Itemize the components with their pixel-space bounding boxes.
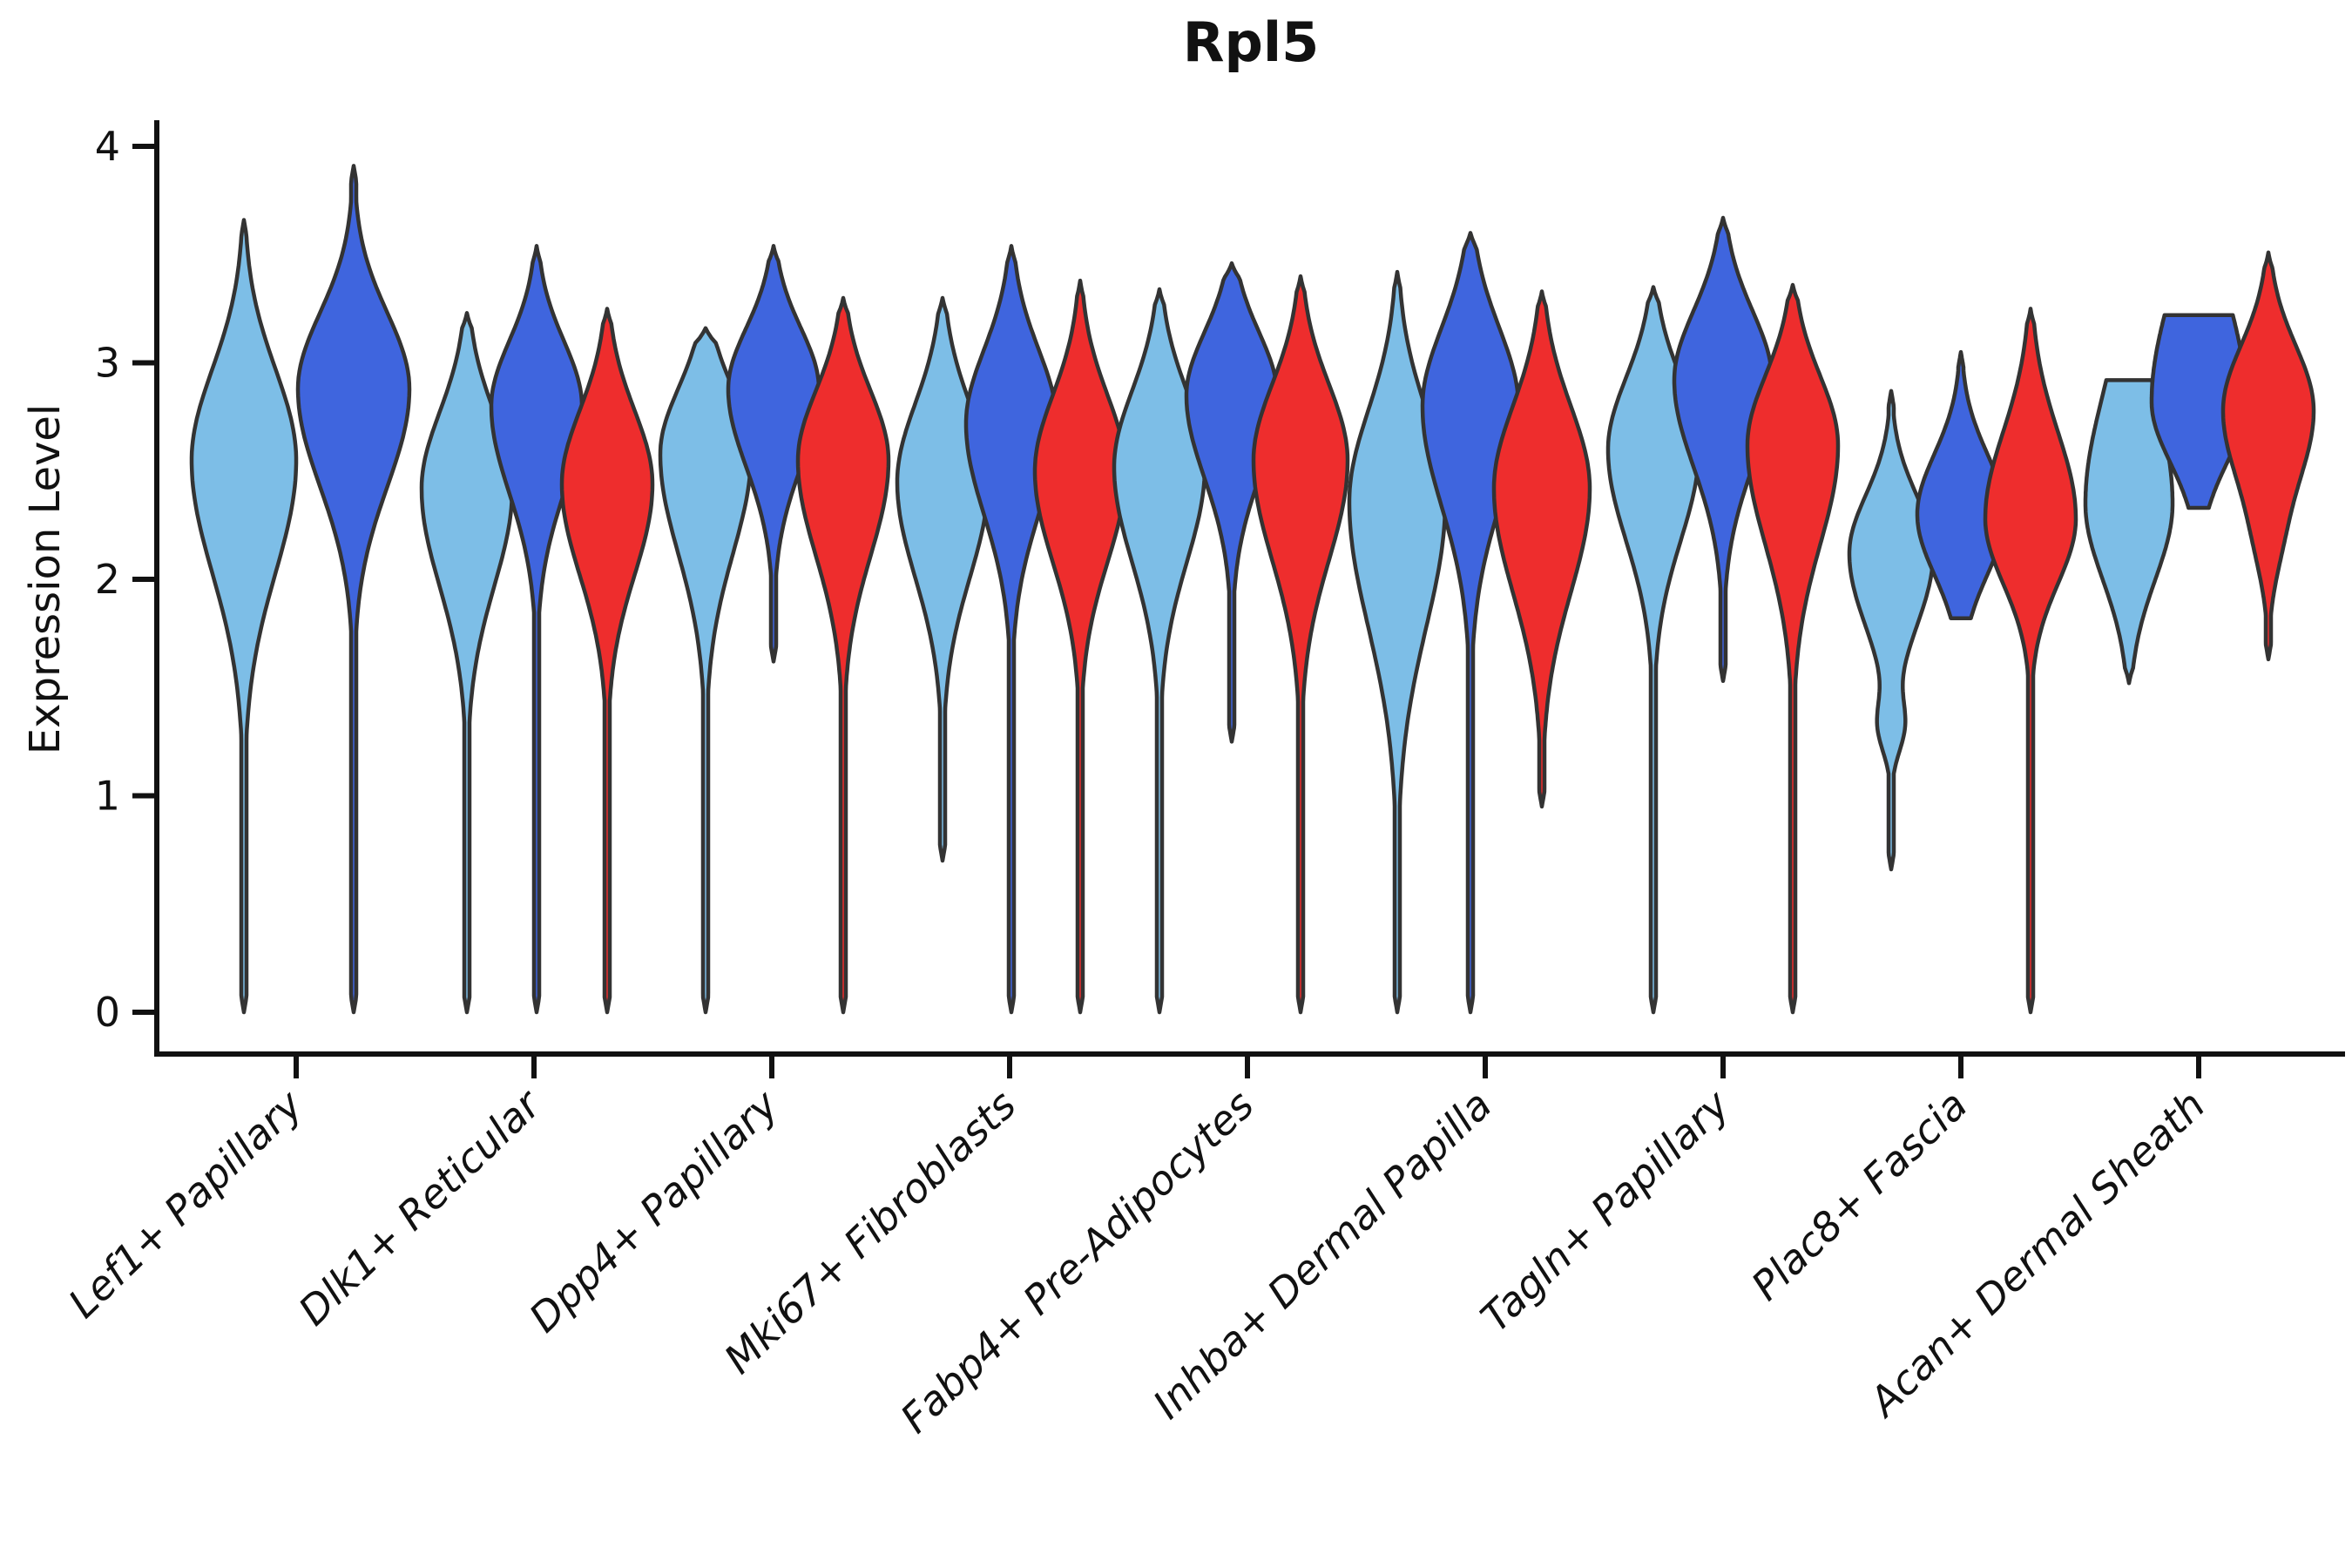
x-category-label: Plac8+ Fascia [1742, 1081, 1977, 1309]
violin-fabp4+-skyblue [1112, 287, 1207, 1015]
violin-inhba+-red [1491, 289, 1592, 809]
x-category-label: Dpp4+ Papillary [520, 1081, 787, 1342]
violin-fabp4+-royalblue [1184, 260, 1280, 744]
violin-mki67+-red [1032, 278, 1128, 1015]
violin-tagln+-red [1745, 282, 1841, 1015]
violin-plac8+-skyblue [1847, 389, 1936, 872]
violin-inhba+-royalblue [1420, 231, 1521, 1015]
violin-dpp4+-red [795, 295, 891, 1015]
violin-dlk1+-red [559, 307, 655, 1015]
y-tick-label: 2 [95, 556, 120, 603]
violin-tagln+-skyblue [1605, 285, 1701, 1015]
violin-acan+-red [2220, 250, 2316, 662]
violin-mki67+-royalblue [963, 244, 1059, 1015]
violin-tagln+-royalblue [1672, 215, 1774, 684]
x-category-label: Lef1+ Papillary [59, 1081, 312, 1328]
violins-group [189, 164, 2316, 1015]
violin-dpp4+-skyblue [658, 326, 754, 1015]
y-tick-label: 0 [95, 989, 120, 1036]
violin-dlk1+-royalblue [489, 244, 585, 1015]
violin-lef1+-skyblue [189, 218, 299, 1015]
chart-title: Rpl5 [1182, 10, 1320, 74]
violin-inhba+-skyblue [1347, 269, 1448, 1015]
y-tick-label: 4 [95, 123, 120, 170]
y-tick-label: 3 [95, 340, 120, 387]
violin-acan+-skyblue [2083, 378, 2175, 686]
violin-dpp4+-royalblue [726, 244, 821, 664]
violin-plac8+-red [1983, 307, 2078, 1015]
y-tick-label: 1 [95, 773, 120, 820]
violin-lef1+-royalblue [295, 164, 412, 1015]
x-category-label: Tagln+ Papillary [1471, 1081, 1739, 1342]
x-category-label: Dlk1+ Reticular [289, 1079, 551, 1335]
violin-dlk1+-skyblue [419, 311, 515, 1015]
violin-fabp4+-red [1251, 274, 1350, 1015]
